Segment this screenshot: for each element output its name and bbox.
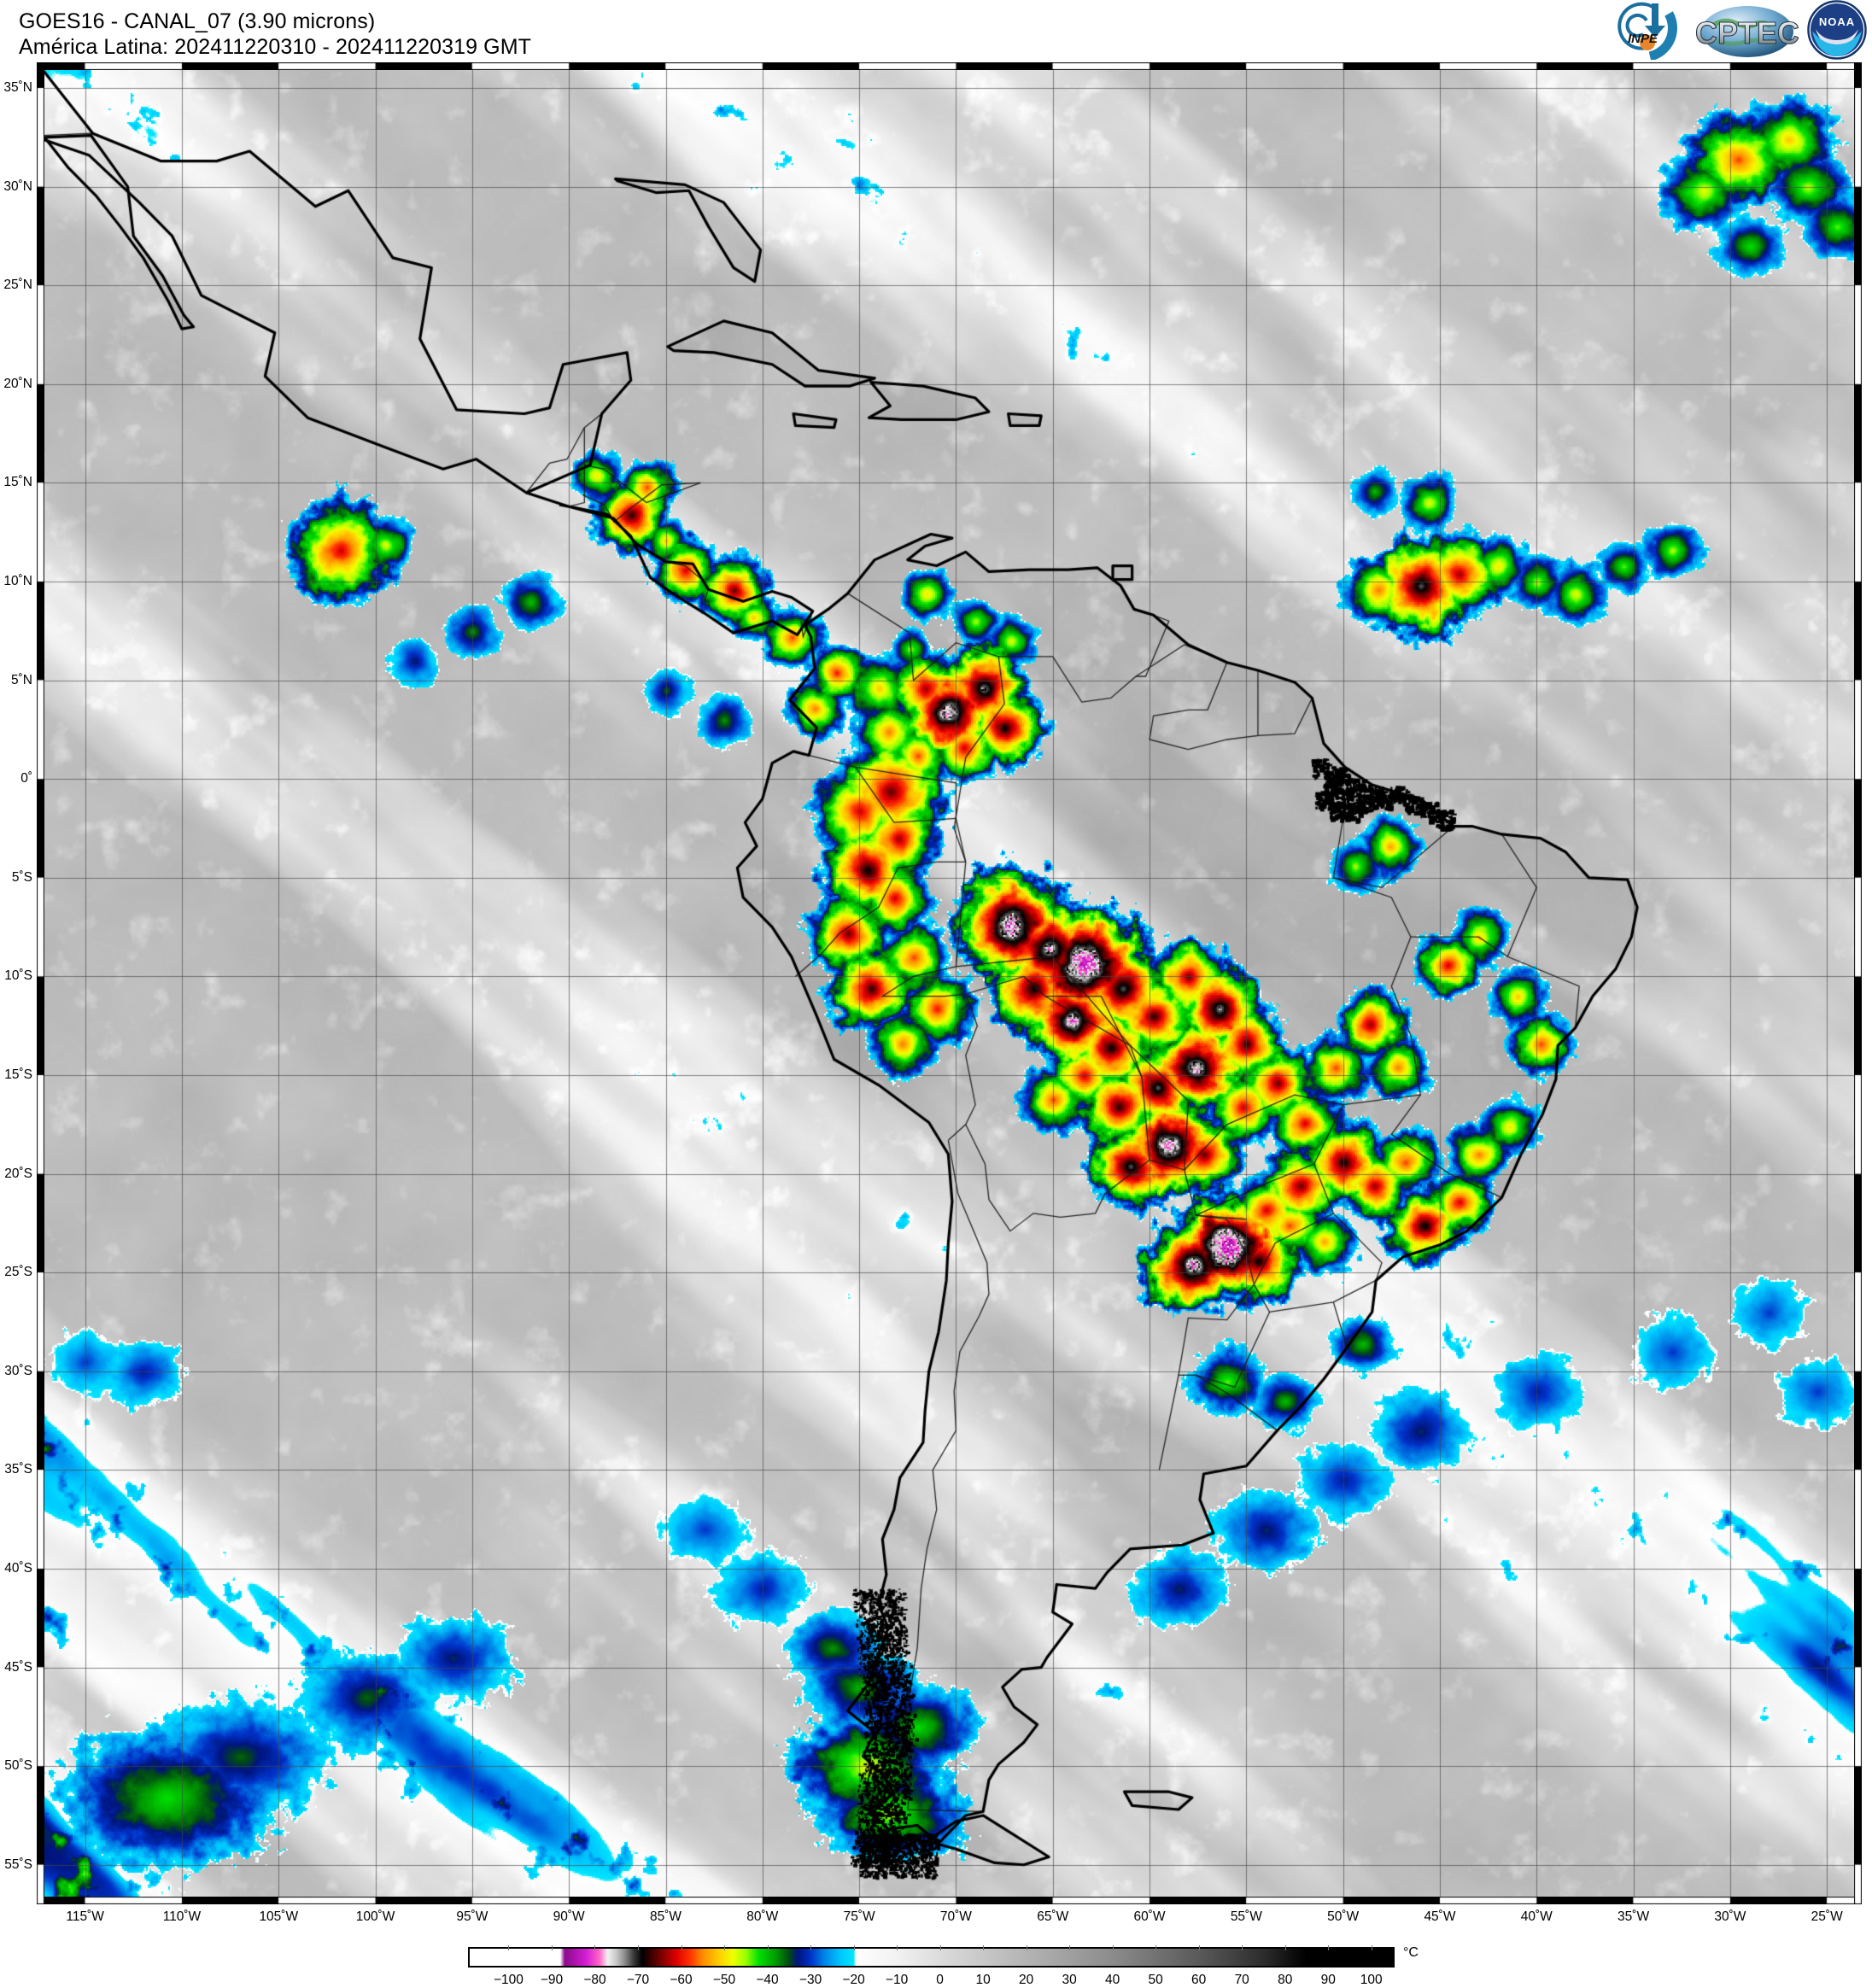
colorbar-tick-label: −20 [842,1973,865,1987]
colorbar-tick-label: −100 [493,1973,524,1987]
noaa-logo: NOAA [1807,0,1867,60]
colorbar-tick [939,1945,941,1950]
lon-tick-label: 30˚W [1714,1909,1746,1924]
map-border-right [1854,62,1862,1904]
colorbar-tick-label: −50 [712,1973,736,1987]
lat-tick-label: 10˚N [3,574,32,589]
colorbar-tick-label: −70 [626,1973,650,1987]
lat-tick-label: 5˚N [11,672,32,687]
colorbar-tick [897,1945,898,1950]
colorbar-tick-label: −40 [756,1973,779,1987]
lat-tick-label: 15˚N [3,475,32,490]
colorbar-tick [1069,1945,1071,1950]
colorbar-tick [1328,1945,1330,1950]
lon-tick-label: 105˚W [259,1909,299,1924]
colorbar-tick-label: −80 [583,1973,606,1987]
colorbar: °C −100 −90 −80 −70 −60 −50 −40 −30 −20 −10 0 10 20 3… [468,1945,1419,1987]
lat-tick-label: 20˚S [4,1166,32,1181]
colorbar-tick-label: −60 [670,1973,693,1987]
map-border-top [37,62,1862,70]
lat-tick-label: 30˚S [4,1363,32,1378]
colorbar-tick [1198,1945,1200,1950]
colorbar-tick [594,1945,596,1950]
colorbar-tick [767,1945,769,1950]
colorbar-tick-label: 80 [1278,1973,1293,1987]
lat-tick-label: 20˚N [3,376,32,391]
colorbar-tick-label: 30 [1062,1973,1077,1987]
colorbar-tick [508,1945,510,1950]
inpe-logo: INPE [1618,2,1677,60]
lat-tick-label: 10˚S [4,968,32,984]
lon-tick-label: 25˚W [1811,1909,1843,1924]
lon-tick-label: 55˚W [1230,1909,1262,1924]
lon-tick-label: 65˚W [1037,1909,1069,1924]
lon-tick-label: 110˚W [162,1909,202,1924]
colorbar-tick [724,1945,726,1950]
lat-tick-label: 0˚ [20,771,32,786]
colorbar-unit-label: °C [1403,1945,1419,1960]
svg-text:INPE: INPE [1628,32,1658,46]
svg-text:CPTEC: CPTEC [1696,15,1799,50]
colorbar-tick [1155,1945,1157,1950]
lon-tick-label: 45˚W [1424,1909,1456,1924]
lon-tick-label: 35˚W [1618,1909,1650,1924]
cptec-logo: CPTEC [1696,6,1799,57]
colorbar-tick-label: 90 [1320,1973,1336,1987]
title-line-region-time: América Latina: 202411220310 - 202411220… [19,35,532,59]
lat-tick-label: 50˚S [4,1758,32,1774]
lon-tick-label: 40˚W [1520,1909,1553,1924]
colorbar-tick [1284,1945,1286,1950]
title-line-satellite: GOES16 - CANAL_07 (3.90 microns) [19,9,376,33]
colorbar-tick-label: 10 [975,1973,991,1987]
lat-tick-label: 35˚N [3,80,32,96]
colorbar-tick [638,1945,639,1950]
lon-tick-label: 50˚W [1327,1909,1360,1924]
lat-tick-label: 25˚S [4,1265,32,1280]
colorbar-tick [983,1945,985,1950]
colorbar-tick-label: −30 [799,1973,822,1987]
colorbar-box [468,1947,1395,1968]
satellite-map[interactable] [37,62,1862,1904]
colorbar-tick-label: −10 [885,1973,909,1987]
lat-tick-label: 25˚N [3,278,32,293]
lat-tick-label: 35˚S [4,1462,32,1477]
lon-tick-label: 75˚W [843,1909,875,1924]
colorbar-tick-label: 50 [1148,1973,1163,1987]
header: GOES16 - CANAL_07 (3.90 microns) América… [0,0,1872,62]
page-title: GOES16 - CANAL_07 (3.90 microns) América… [19,9,531,60]
colorbar-tick-label: 100 [1360,1973,1383,1987]
colorbar-tick-label: −90 [540,1973,564,1987]
colorbar-tick-label: 70 [1234,1973,1249,1987]
colorbar-tick [853,1945,855,1950]
map-border-left [37,62,44,1904]
lat-tick-label: 55˚S [4,1856,32,1872]
colorbar-tick [1242,1945,1243,1950]
map-border-bottom [37,1897,1862,1904]
lon-tick-label: 70˚W [939,1909,972,1924]
lon-tick-label: 85˚W [649,1909,682,1924]
svg-text:NOAA: NOAA [1819,15,1855,28]
lon-tick-label: 100˚W [355,1909,395,1924]
lat-tick-label: 15˚S [4,1067,32,1082]
lat-tick-label: 40˚S [4,1560,32,1576]
lon-tick-label: 115˚W [66,1909,104,1924]
colorbar-tick-label: 40 [1105,1973,1120,1987]
logo-bar: INPE CPTEC [1602,0,1867,60]
lat-tick-label: 45˚S [4,1659,32,1675]
colorbar-tick [551,1945,553,1950]
lon-tick-label: 95˚W [456,1909,488,1924]
lon-tick-label: 80˚W [746,1909,779,1924]
lon-tick-label: 90˚W [553,1909,585,1924]
colorbar-tick [810,1945,812,1950]
colorbar-gradient [470,1949,1393,1966]
satellite-image-canvas [37,62,1862,1904]
lat-tick-label: 5˚S [11,869,32,885]
colorbar-tick-label: 0 [936,1973,944,1987]
colorbar-tick-label: 20 [1019,1973,1034,1987]
lat-tick-label: 30˚N [3,178,32,194]
colorbar-tick-label: 60 [1191,1973,1207,1987]
lon-tick-label: 60˚W [1133,1909,1166,1924]
colorbar-tick [1112,1945,1114,1950]
